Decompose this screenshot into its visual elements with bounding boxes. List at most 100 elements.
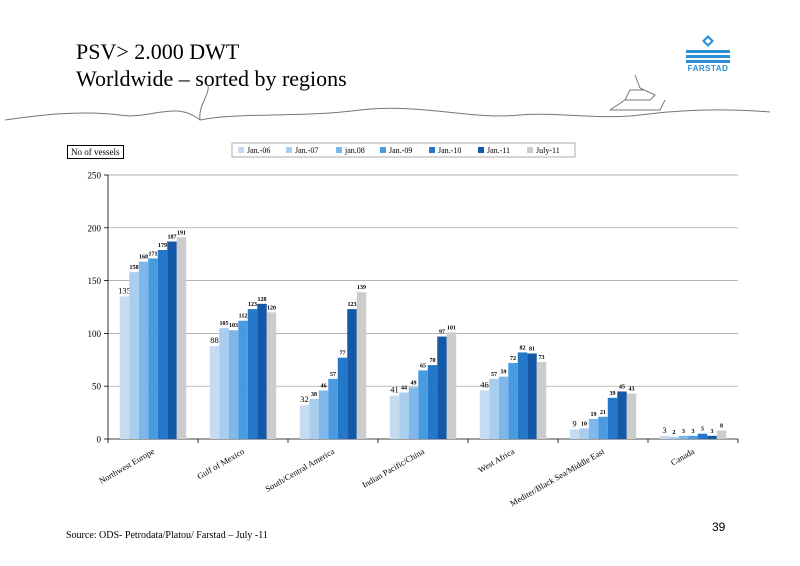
bar <box>669 436 679 439</box>
bar <box>238 320 248 439</box>
data-label: 81 <box>529 346 535 352</box>
y-tick-label: 150 <box>88 276 102 286</box>
data-label: 112 <box>239 314 248 320</box>
y-tick-label: 50 <box>92 382 102 392</box>
data-label: 39 <box>610 391 616 397</box>
data-label: 45 <box>619 384 625 390</box>
legend-swatch <box>527 147 533 153</box>
y-tick-label: 100 <box>88 329 102 339</box>
bar <box>176 237 187 439</box>
bar <box>309 398 319 439</box>
data-label: 38 <box>311 392 317 398</box>
data-label: 72 <box>510 356 516 362</box>
bar <box>266 312 277 439</box>
bar <box>607 397 618 439</box>
x-tick-label: Northwest Europe <box>97 446 156 486</box>
legend-swatch <box>238 147 244 153</box>
data-label: 179 <box>158 243 167 249</box>
legend-label: Jan.-06 <box>247 146 270 155</box>
legend-label: July-11 <box>536 146 560 155</box>
bar <box>678 435 689 439</box>
bar <box>119 296 130 439</box>
title-line-1: PSV> 2.000 DWT <box>76 39 240 64</box>
page-number: 39 <box>712 520 726 534</box>
bar <box>598 416 608 439</box>
legend-swatch <box>429 147 435 153</box>
data-label: 128 <box>258 297 267 303</box>
y-tick-label: 250 <box>88 171 102 181</box>
data-label: 3 <box>692 429 695 435</box>
data-label: 101 <box>447 325 456 331</box>
y-tick-label: 200 <box>88 223 102 233</box>
data-label: 2 <box>673 430 676 436</box>
bar <box>579 428 589 439</box>
data-label: 46 <box>480 379 489 389</box>
data-label: 123 <box>248 302 257 308</box>
data-label: 123 <box>348 302 357 308</box>
slide-title: PSV> 2.000 DWT Worldwide – sorted by reg… <box>76 38 347 92</box>
data-label: 49 <box>411 380 417 386</box>
data-label: 187 <box>168 235 177 241</box>
bar <box>659 435 670 439</box>
bar <box>697 433 708 439</box>
data-label: 82 <box>520 345 526 351</box>
legend-label: Jan.-10 <box>438 146 461 155</box>
bar <box>299 405 310 439</box>
bar <box>247 309 258 439</box>
legend-label: Jan.-11 <box>487 146 510 155</box>
bar <box>328 378 338 439</box>
data-label: 3 <box>682 429 685 435</box>
bar <box>626 393 637 439</box>
bar <box>337 357 348 439</box>
data-label: 21 <box>600 410 606 416</box>
legend-box <box>231 142 576 158</box>
bar <box>688 435 698 439</box>
legend-swatch <box>478 147 484 153</box>
bar <box>569 429 580 439</box>
data-label: 9 <box>572 418 576 428</box>
data-label: 97 <box>439 330 445 336</box>
bar <box>228 330 239 439</box>
y-axis-label: No of vessels <box>67 145 124 159</box>
bar <box>508 362 518 439</box>
data-label: 73 <box>539 355 545 361</box>
data-label: 139 <box>357 285 366 291</box>
data-label: 3 <box>662 425 666 435</box>
legend-label: jan.08 <box>344 146 365 155</box>
bar <box>498 376 509 439</box>
legend-label: Jan.-09 <box>389 146 412 155</box>
y-tick-label: 0 <box>97 435 102 445</box>
bar <box>157 249 168 439</box>
legend-swatch <box>336 147 342 153</box>
bar <box>318 390 329 439</box>
data-label: 57 <box>330 372 336 378</box>
logo-text: FARSTAD <box>687 64 729 73</box>
bar <box>527 353 537 439</box>
bar <box>148 258 158 439</box>
bar <box>138 261 149 439</box>
bar <box>418 370 428 439</box>
x-tick-label: South/Central America <box>263 446 336 494</box>
data-label: 8 <box>720 424 723 430</box>
bar <box>129 272 139 439</box>
bar <box>356 292 367 439</box>
source-note: Source: ODS- Petrodata/Platou/ Farstad –… <box>66 530 268 541</box>
bar <box>408 387 419 439</box>
data-label: 158 <box>130 265 139 271</box>
bar <box>257 303 267 439</box>
data-label: 41 <box>390 385 399 395</box>
x-tick-label: West Africa <box>476 446 516 475</box>
data-label: 65 <box>420 363 426 369</box>
data-label: 171 <box>149 251 158 257</box>
x-tick-label: Canada <box>669 446 696 468</box>
bar <box>437 336 447 439</box>
title-line-2: Worldwide – sorted by regions <box>76 66 347 91</box>
bar <box>707 435 717 439</box>
data-label: 120 <box>267 305 276 311</box>
data-label: 103 <box>229 323 238 329</box>
data-label: 10 <box>581 421 587 427</box>
data-label: 19 <box>591 412 597 418</box>
bar <box>167 241 177 439</box>
data-label: 57 <box>491 372 497 378</box>
